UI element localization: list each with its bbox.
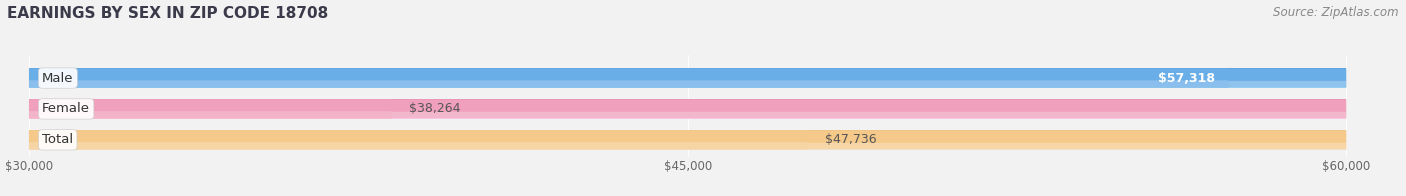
Bar [30, 114, 1347, 115]
FancyBboxPatch shape [30, 81, 1347, 88]
Bar [30, 137, 1347, 138]
Bar [30, 102, 1347, 103]
Bar [30, 82, 1347, 83]
Text: Total: Total [42, 133, 73, 146]
Bar [30, 113, 1347, 114]
FancyBboxPatch shape [30, 130, 1347, 149]
Text: Male: Male [42, 72, 73, 84]
Text: $47,736: $47,736 [825, 133, 877, 146]
Bar [30, 84, 1347, 85]
Bar [30, 141, 1347, 142]
Bar [30, 113, 1347, 114]
Bar [30, 147, 1347, 148]
FancyBboxPatch shape [30, 130, 1347, 149]
Bar [30, 146, 1347, 147]
Bar [30, 145, 1347, 146]
Bar [30, 135, 1347, 136]
Bar [30, 134, 1347, 135]
Bar [30, 130, 1347, 131]
Bar [30, 85, 1347, 86]
Bar [30, 108, 1347, 109]
Bar [30, 110, 1347, 111]
FancyBboxPatch shape [30, 130, 808, 149]
Bar [30, 138, 1347, 139]
FancyBboxPatch shape [30, 112, 1347, 119]
Bar [30, 79, 1347, 80]
Bar [30, 72, 1347, 73]
Bar [30, 101, 1347, 102]
Text: $57,318: $57,318 [1159, 72, 1215, 84]
Bar [30, 99, 1347, 100]
Bar [30, 114, 1347, 115]
Text: Female: Female [42, 103, 90, 115]
Bar [30, 144, 1347, 145]
Bar [30, 116, 1347, 117]
FancyBboxPatch shape [30, 68, 1229, 88]
Bar [30, 104, 1347, 105]
Bar [30, 131, 1347, 132]
FancyBboxPatch shape [30, 142, 808, 149]
Bar [30, 116, 1347, 117]
Bar [30, 105, 1347, 106]
Bar [30, 132, 1347, 133]
FancyBboxPatch shape [30, 99, 1347, 119]
FancyBboxPatch shape [30, 80, 1229, 88]
Bar [30, 76, 1347, 77]
Text: Source: ZipAtlas.com: Source: ZipAtlas.com [1274, 6, 1399, 19]
Bar [30, 133, 1347, 134]
Bar [30, 68, 1347, 69]
Bar [30, 70, 1347, 71]
Bar [30, 107, 1347, 108]
Bar [30, 143, 1347, 144]
FancyBboxPatch shape [30, 99, 1347, 119]
Bar [30, 86, 1347, 87]
Bar [30, 69, 1347, 70]
Bar [30, 142, 1347, 143]
Bar [30, 136, 1347, 137]
Text: EARNINGS BY SEX IN ZIP CODE 18708: EARNINGS BY SEX IN ZIP CODE 18708 [7, 6, 328, 21]
Bar [30, 81, 1347, 82]
FancyBboxPatch shape [30, 143, 1347, 149]
Bar [30, 80, 1347, 81]
Bar [30, 148, 1347, 149]
Bar [30, 111, 1347, 112]
Bar [30, 78, 1347, 79]
Bar [30, 83, 1347, 84]
Bar [30, 118, 1347, 119]
Bar [30, 71, 1347, 72]
Bar [30, 100, 1347, 101]
Bar [30, 106, 1347, 107]
Bar [30, 115, 1347, 116]
Bar [30, 109, 1347, 110]
Bar [30, 74, 1347, 75]
FancyBboxPatch shape [30, 68, 1347, 88]
Bar [30, 75, 1347, 76]
FancyBboxPatch shape [30, 99, 392, 119]
Bar [30, 117, 1347, 118]
FancyBboxPatch shape [30, 111, 392, 119]
Bar [30, 115, 1347, 116]
Text: $38,264: $38,264 [409, 103, 461, 115]
Bar [30, 112, 1347, 113]
Bar [30, 103, 1347, 104]
Bar [30, 73, 1347, 74]
Bar [30, 77, 1347, 78]
FancyBboxPatch shape [30, 68, 1347, 88]
Bar [30, 140, 1347, 141]
Bar [30, 87, 1347, 88]
Bar [30, 117, 1347, 118]
Bar [30, 139, 1347, 140]
